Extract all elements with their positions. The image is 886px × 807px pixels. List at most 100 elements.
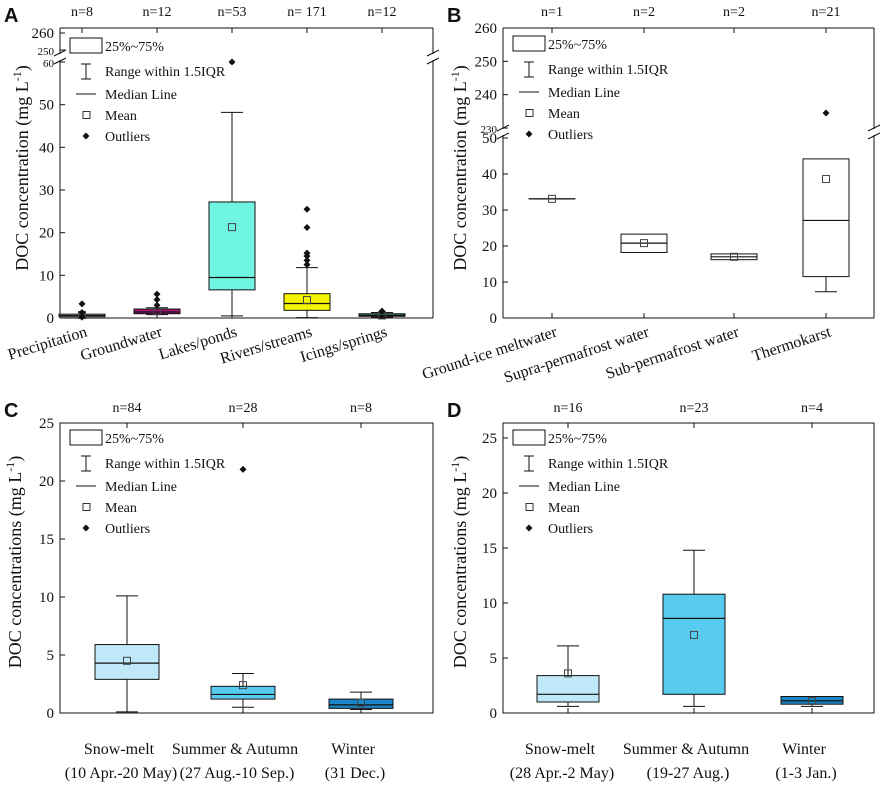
n-count-label: n=2 xyxy=(723,5,745,20)
legend-median-label: Median Line xyxy=(105,88,177,103)
legend-box-swatch xyxy=(70,430,102,445)
y-tick-label: 20 xyxy=(39,226,54,242)
panel-a-y-axis-title: DOC concentration (mg L-1) xyxy=(10,65,33,270)
y-tick-label: 15 xyxy=(482,541,497,557)
y-tick-label: 250 xyxy=(475,54,498,70)
y-tick-label: 260 xyxy=(32,26,55,42)
panel-b-y-axis-title: DOC concentration (mg L-1) xyxy=(448,65,471,270)
panel-c-y-title-main: DOC concentrations (mg L xyxy=(5,472,26,668)
panel-b-y-title-close: ) xyxy=(450,65,471,71)
legend-mean-label: Mean xyxy=(105,109,137,124)
n-count-label: n=12 xyxy=(143,5,172,20)
panel-letter-c: C xyxy=(4,400,18,422)
legend-box-label: 25%~75% xyxy=(105,432,164,447)
panel-d-y-axis-title: DOC concentrations (mg L-1) xyxy=(448,456,471,668)
y-tick-label: 10 xyxy=(39,268,54,284)
n-count-label: n= 171 xyxy=(287,5,326,20)
category-label: Summer & Autumn xyxy=(172,741,298,758)
category-sublabel: (28 Apr.-2 May) xyxy=(510,765,614,782)
legend-box-swatch xyxy=(513,36,545,51)
legend-outlier-label: Outliers xyxy=(105,522,150,537)
n-count-label: n=28 xyxy=(229,401,258,416)
panel-d-y-title-sup: -1 xyxy=(448,462,462,472)
n-count-label: n=84 xyxy=(113,401,142,416)
y-tick-label: 30 xyxy=(482,203,497,219)
panel-c-y-title-sup: -1 xyxy=(3,462,17,472)
category-sublabel: (19-27 Aug.) xyxy=(647,765,730,782)
legend-whisker-label: Range within 1.5IQR xyxy=(548,63,669,78)
legend-whisker-label: Range within 1.5IQR xyxy=(548,457,669,472)
box-iqr xyxy=(209,202,255,290)
legend-mean-label: Mean xyxy=(548,107,580,122)
category-label: Summer & Autumn xyxy=(623,741,749,758)
category-label: Snow-melt xyxy=(84,741,155,758)
box-iqr xyxy=(537,676,599,702)
y-tick-label: 15 xyxy=(39,532,54,548)
panel-letter-a: A xyxy=(4,5,18,27)
box-iqr xyxy=(134,309,180,314)
y-tick-label: 5 xyxy=(47,648,55,664)
legend-outlier-label: Outliers xyxy=(548,128,593,143)
y-tick-label: 250 xyxy=(38,46,55,58)
panel-a-y-title-main: DOC concentration (mg L xyxy=(12,81,33,270)
n-count-label: n=21 xyxy=(812,5,841,20)
box-group xyxy=(621,234,667,252)
y-tick-label: 0 xyxy=(47,311,55,327)
category-sublabel: (27 Aug.-10 Sep.) xyxy=(180,765,295,782)
y-tick-label: 30 xyxy=(39,183,54,199)
n-count-label: n=23 xyxy=(680,401,709,416)
y-tick-label: 260 xyxy=(475,21,498,37)
category-sublabel: (10 Apr.-20 May) xyxy=(65,765,177,782)
n-count-label: n=8 xyxy=(71,5,93,20)
legend-box-label: 25%~75% xyxy=(548,432,607,447)
box-group xyxy=(711,253,757,260)
panel-b-y-title-main: DOC concentration (mg L xyxy=(450,81,471,270)
category-sublabel: (31 Dec.) xyxy=(325,765,385,782)
panel-b-y-title-sup: -1 xyxy=(448,71,462,81)
y-tick-label: 20 xyxy=(482,486,497,502)
legend-box-swatch xyxy=(513,430,545,445)
n-count-label: n=12 xyxy=(368,5,397,20)
box-iqr xyxy=(329,699,393,708)
legend-box-label: 25%~75% xyxy=(105,40,164,55)
legend-box-label: 25%~75% xyxy=(548,38,607,53)
y-tick-label: 0 xyxy=(47,706,55,722)
y-tick-label: 230 xyxy=(481,124,498,136)
legend-median-label: Median Line xyxy=(548,86,620,101)
n-count-label: n=2 xyxy=(633,5,655,20)
y-tick-label: 40 xyxy=(482,167,497,183)
legend-whisker-label: Range within 1.5IQR xyxy=(105,457,226,472)
legend-median-label: Median Line xyxy=(548,480,620,495)
panel-a-y-title-close: ) xyxy=(12,65,33,71)
y-tick-label: 240 xyxy=(475,88,498,104)
y-tick-label: 50 xyxy=(39,98,54,114)
y-tick-label: 25 xyxy=(482,431,497,447)
y-tick-label: 0 xyxy=(490,311,498,327)
panel-c-y-axis-title: DOC concentrations (mg L-1) xyxy=(3,456,26,668)
panel-letter-d: D xyxy=(447,400,461,422)
legend-outlier-label: Outliers xyxy=(105,130,150,145)
panel-c-y-title-close: ) xyxy=(5,456,26,462)
legend-outlier-label: Outliers xyxy=(548,522,593,537)
y-tick-label: 20 xyxy=(482,239,497,255)
n-count-label: n=53 xyxy=(218,5,247,20)
category-label: Winter xyxy=(782,741,826,758)
category-sublabel: (1-3 Jan.) xyxy=(775,765,836,782)
panel-letter-b: B xyxy=(447,5,461,27)
category-label: Snow-melt xyxy=(525,741,596,758)
legend-median-label: Median Line xyxy=(105,480,177,495)
panel-a-y-title-sup: -1 xyxy=(10,71,24,81)
panel-d-y-title-close: ) xyxy=(450,456,471,462)
legend-mean-label: Mean xyxy=(105,501,137,516)
legend-mean-label: Mean xyxy=(548,501,580,516)
y-tick-label: 60 xyxy=(43,58,55,70)
y-tick-label: 25 xyxy=(39,416,54,432)
legend-box-swatch xyxy=(70,38,102,53)
y-tick-label: 20 xyxy=(39,474,54,490)
n-count-label: n=1 xyxy=(541,5,563,20)
n-count-label: n=4 xyxy=(801,401,823,416)
y-tick-label: 10 xyxy=(482,275,497,291)
legend-whisker-label: Range within 1.5IQR xyxy=(105,65,226,80)
y-tick-label: 40 xyxy=(39,140,54,156)
